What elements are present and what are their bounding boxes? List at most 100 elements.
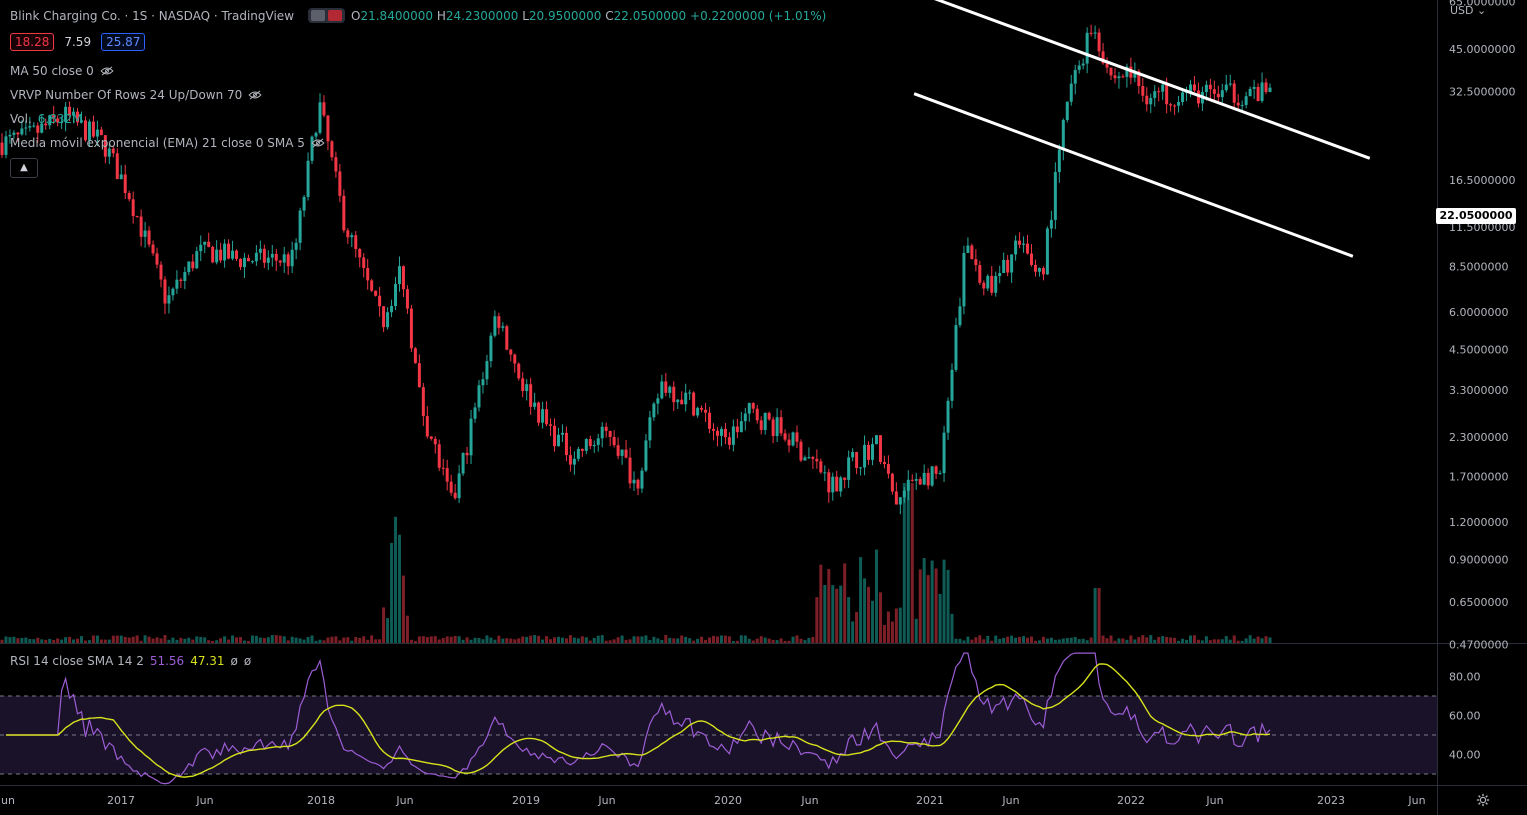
volume-bar	[342, 637, 346, 643]
volume-bar	[859, 557, 863, 643]
volume-bar	[1173, 637, 1177, 643]
volume-bar	[254, 635, 258, 643]
candle-body	[596, 438, 600, 445]
volume-bar	[1125, 639, 1129, 643]
eye-off-icon[interactable]	[311, 138, 325, 148]
chevron-up-icon[interactable]: ▲	[10, 158, 38, 178]
candle-body	[0, 142, 4, 155]
time-tick-label: Jun	[195, 794, 213, 807]
volume-bar	[1236, 640, 1240, 643]
candle-body	[1121, 76, 1125, 78]
volume-bar	[246, 640, 250, 643]
buy-price-badge[interactable]: 25.87	[101, 33, 146, 51]
volume-bar	[819, 564, 823, 643]
time-tick-label: Jun	[1205, 794, 1223, 807]
candle-body	[859, 467, 863, 469]
candle-body	[322, 102, 326, 116]
channel-lower-line[interactable]	[913, 92, 1354, 258]
candle-body	[1189, 84, 1193, 92]
candle-body	[199, 244, 203, 252]
volume-bar	[549, 639, 553, 643]
ema-label: Media móvil exponencial (EMA) 21 close 0…	[10, 136, 305, 150]
candle-body	[715, 430, 719, 436]
candle-body	[787, 439, 791, 446]
time-tick-label: 2019	[512, 794, 540, 807]
candle-body	[52, 115, 56, 119]
volume-bar	[425, 637, 429, 643]
volume-value: 6.832M	[37, 112, 83, 126]
volume-bar	[608, 640, 612, 643]
eye-off-icon[interactable]	[248, 90, 262, 100]
volume-bar	[894, 608, 898, 643]
candle-body	[1081, 63, 1085, 66]
chart-title: Blink Charging Co. · 1S · NASDAQ · Tradi…	[10, 8, 295, 23]
candle-body	[298, 210, 302, 243]
candle-body	[1137, 71, 1141, 87]
volume-bar	[429, 636, 433, 643]
price-tick-label: 65.0000000	[1449, 0, 1515, 8]
candle-body	[473, 407, 477, 419]
volume-bar	[692, 640, 696, 643]
candle-body	[835, 476, 839, 492]
volume-bar	[525, 636, 529, 643]
volume-legend[interactable]: Vol. 6.832M	[10, 112, 83, 126]
volume-bar	[1109, 635, 1113, 643]
volume-bar	[390, 542, 394, 643]
candle-body	[60, 121, 64, 123]
volume-bar	[946, 569, 950, 643]
candle-body	[576, 448, 580, 459]
candle-body	[119, 174, 123, 180]
volume-bar	[318, 639, 322, 643]
candle-body	[203, 241, 207, 245]
ema-legend[interactable]: Media móvil exponencial (EMA) 21 close 0…	[10, 136, 325, 150]
trend-channel[interactable]	[913, 0, 1371, 258]
volume-bar	[485, 635, 489, 643]
compare-toggle-icon[interactable]	[308, 8, 346, 23]
volume-bar	[704, 639, 708, 643]
candle-body	[1216, 93, 1220, 98]
candle-body	[493, 316, 497, 336]
volume-bar	[1077, 639, 1081, 643]
gear-icon[interactable]	[1476, 793, 1490, 807]
candle-body	[1117, 76, 1121, 79]
candle-body	[306, 160, 310, 197]
vrvp-legend[interactable]: VRVP Number Of Rows 24 Up/Down 70	[10, 88, 262, 102]
candle-body	[632, 479, 636, 484]
candle-body	[453, 492, 457, 499]
channel-upper-line[interactable]	[931, 0, 1371, 160]
eye-off-icon[interactable]	[100, 66, 114, 76]
candle-body	[541, 409, 545, 423]
volume-bar	[103, 639, 107, 643]
candle-body	[497, 316, 501, 328]
volume-bar	[1256, 636, 1260, 643]
volume-bar	[223, 636, 227, 643]
candle-body	[223, 243, 227, 261]
volume-bar	[584, 637, 588, 643]
volume-bar	[322, 640, 326, 643]
rsi-extra-2: ø	[243, 654, 252, 668]
ma-legend[interactable]: MA 50 close 0	[10, 64, 114, 78]
volume-bar	[843, 563, 847, 643]
volume-bar	[382, 607, 386, 643]
candle-body	[48, 115, 52, 126]
candle-body	[394, 283, 398, 307]
volume-bar	[966, 636, 970, 643]
candle-body	[397, 266, 401, 284]
volume-bar	[902, 483, 906, 643]
candle-body	[1192, 84, 1196, 91]
candle-body	[433, 438, 437, 445]
currency-selector[interactable]: USD ⌄	[1450, 4, 1487, 17]
candle-body	[942, 432, 946, 474]
rsi-legend[interactable]: RSI 14 close SMA 14 2 51.56 47.31 ø ø	[10, 654, 251, 668]
volume-bar	[1224, 636, 1228, 643]
candle-body	[1065, 101, 1069, 120]
volume-bar	[457, 636, 461, 643]
sell-price-badge[interactable]: 18.28	[10, 33, 55, 51]
time-tick-label: 2018	[307, 794, 335, 807]
volume-bar	[918, 569, 922, 643]
candle-body	[131, 199, 135, 217]
candle-body	[779, 417, 783, 434]
volume-bar	[664, 635, 668, 643]
candle-body	[171, 288, 175, 296]
